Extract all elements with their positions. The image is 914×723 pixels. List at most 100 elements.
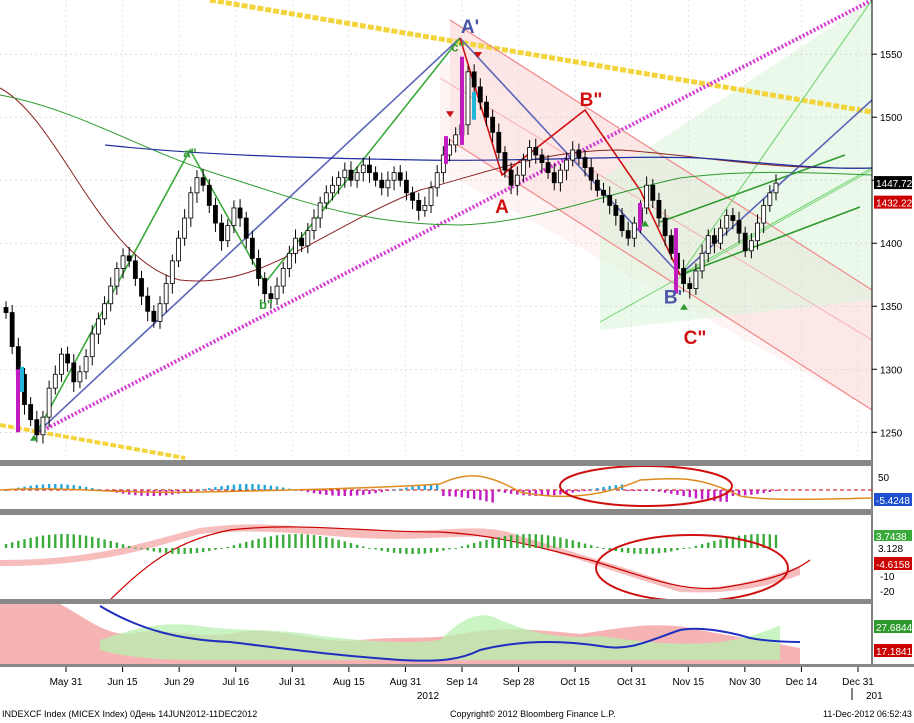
candle-body (594, 179, 600, 191)
candle-body (206, 184, 212, 206)
osc2-bar (485, 539, 488, 548)
candle-body (256, 257, 261, 279)
osc2-bar (164, 548, 168, 554)
candle-body (102, 303, 107, 320)
footer-copyright: Copyright© 2012 Bloomberg Finance L.P. (450, 709, 616, 719)
osc2-bar (571, 540, 574, 548)
osc1-bar (756, 490, 759, 495)
osc2-bar (66, 534, 69, 548)
wave-label: c" (451, 40, 464, 55)
osc2-bar (306, 534, 310, 548)
candle-body (108, 285, 114, 305)
osc1-bar (737, 490, 741, 496)
osc1-bar (380, 490, 383, 493)
osc1-bar (386, 490, 390, 491)
osc2-bar (731, 536, 735, 548)
osc2-bar (84, 535, 88, 548)
candle-body (730, 215, 736, 221)
osc1-bar (91, 487, 94, 490)
osc2-bar (442, 548, 445, 551)
candle-body (736, 220, 742, 234)
osc1-bar (633, 490, 636, 491)
osc1-bar (583, 490, 587, 491)
osc2-bar (528, 534, 531, 548)
candle-body (28, 404, 34, 421)
osc1-bar (670, 490, 673, 494)
osc1-bar (694, 490, 698, 499)
osc1-highlight-ellipse (559, 466, 733, 507)
osc2-bar (195, 548, 199, 553)
candlestick-series (3, 56, 779, 444)
y-tick-label: 1400 (880, 239, 903, 250)
osc1-bar (152, 490, 156, 496)
osc1-bar (84, 486, 88, 490)
candle-body (403, 179, 409, 194)
osc1-bar (454, 490, 457, 497)
osc1-bar (146, 490, 149, 496)
osc1-bar (128, 490, 131, 495)
osc1-bar (676, 490, 679, 495)
osc2-bar (491, 538, 494, 548)
osc2-bar (737, 535, 741, 548)
x-tick-label: Dec 14 (786, 677, 818, 688)
osc1-bar (343, 490, 346, 496)
osc2-bar (232, 545, 236, 548)
osc2-bar (411, 548, 414, 554)
osc2-bar (399, 548, 402, 554)
osc1-bar (355, 490, 359, 496)
osc1-bar (331, 490, 334, 496)
red-zigzag (459, 37, 681, 276)
osc2-bar (762, 534, 765, 548)
osc2-bar (275, 535, 279, 548)
osc1-bar (707, 490, 710, 501)
x-tick-label: Jun 15 (108, 677, 138, 688)
osc2-bar (158, 548, 162, 553)
candle-body (194, 177, 200, 194)
candle-body (410, 192, 415, 201)
right-axis-area (872, 0, 914, 664)
candle-body (293, 237, 298, 254)
osc1-bar (251, 484, 254, 490)
candle-body (601, 189, 606, 196)
candle-body (46, 387, 52, 418)
osc1-bar (596, 487, 599, 490)
osc1-bar (442, 490, 445, 497)
osc1-bar (60, 484, 63, 490)
candle-body (379, 179, 385, 189)
pink-channel-bottom (449, 139, 872, 411)
osc2-bar (497, 537, 500, 548)
osc1-bar (565, 490, 568, 494)
osc2-bar (201, 548, 205, 553)
candle-body (274, 285, 280, 300)
ma-green (0, 94, 872, 226)
candle-body (551, 172, 557, 184)
osc1-bar (263, 484, 266, 490)
osc2-bar (23, 539, 26, 548)
osc1-bar (374, 490, 377, 494)
candle-body (280, 268, 286, 287)
candle-body (385, 179, 391, 189)
candle-body (465, 71, 471, 126)
osc2-bar (121, 544, 125, 548)
osc2-bar (288, 534, 291, 548)
footer-timestamp: 11-Dec-2012 06:52:43 (823, 709, 912, 719)
candle-body (89, 333, 95, 358)
candle-body (668, 235, 674, 254)
osc2-bar (479, 541, 482, 548)
osc3-tag-label: 27.6844 (876, 623, 913, 634)
osc2-bar (429, 548, 433, 553)
osc2-bar (774, 534, 778, 548)
osc1-bar (559, 490, 562, 495)
candle-body (126, 255, 132, 262)
osc1-bar (4, 490, 8, 491)
osc2-bar (362, 546, 365, 548)
candle-body (231, 207, 237, 226)
osc1-bar (608, 485, 611, 490)
candle-body (533, 147, 539, 156)
footer-instrument: INDEXCF Index (MICEX Index) 0День 14JUN2… (2, 709, 257, 719)
osc2-bar (35, 536, 38, 548)
osc2-bar (146, 548, 149, 551)
osc2-tag-label: -4.6158 (876, 560, 910, 571)
candle-body (40, 416, 46, 436)
osc2-bar (325, 537, 328, 548)
